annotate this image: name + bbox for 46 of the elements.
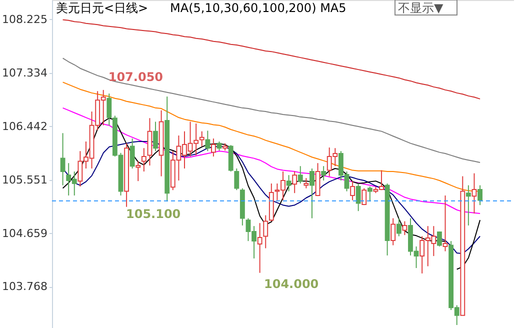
y-tick-label: 107.334 bbox=[2, 66, 48, 80]
candlestick bbox=[153, 121, 158, 152]
candlestick bbox=[257, 222, 262, 274]
line-series bbox=[62, 19, 481, 100]
candlestick bbox=[402, 220, 408, 236]
y-tick-label: 105.551 bbox=[2, 173, 48, 186]
candlestick bbox=[228, 144, 234, 172]
y-tick-label: 108.225 bbox=[2, 12, 48, 26]
candlestick bbox=[321, 166, 326, 181]
candlestick bbox=[466, 184, 471, 226]
candlestick bbox=[234, 168, 240, 191]
candlestick bbox=[298, 166, 303, 184]
annotation: 不显示▼ bbox=[398, 1, 444, 15]
candlestick bbox=[136, 160, 141, 182]
y-tick-label: 103.768 bbox=[2, 280, 48, 294]
annotation: 105.100 bbox=[126, 207, 181, 221]
candlestick bbox=[147, 118, 152, 166]
candlestick bbox=[350, 180, 355, 201]
candlestick bbox=[472, 172, 477, 214]
candlestick bbox=[286, 174, 292, 192]
candlestick bbox=[437, 230, 442, 247]
y-tick-label: 104.659 bbox=[2, 226, 48, 240]
candlestick bbox=[199, 130, 204, 147]
annotation: 107.050 bbox=[108, 70, 164, 84]
candlestick bbox=[390, 218, 396, 246]
candlestick bbox=[396, 218, 402, 237]
candlestick bbox=[310, 168, 314, 219]
chart-title: 美元日元<日线> bbox=[56, 1, 148, 15]
candlestick bbox=[263, 214, 268, 249]
candlestick bbox=[356, 182, 361, 212]
candlestick bbox=[367, 186, 372, 202]
candlestick bbox=[315, 162, 320, 197]
y-tick-label: 106.442 bbox=[2, 120, 48, 133]
candlestick bbox=[362, 188, 367, 206]
candlestick bbox=[304, 178, 309, 189]
chart-subtitle: MA(5,10,30,60,100,200) MA5 bbox=[170, 1, 346, 15]
candlestick bbox=[292, 170, 298, 194]
candlestick bbox=[130, 138, 135, 169]
candlestick bbox=[442, 194, 448, 252]
candlestick bbox=[60, 132, 66, 186]
candlestick bbox=[211, 138, 216, 158]
line-series bbox=[62, 58, 481, 163]
candlestick bbox=[205, 130, 210, 152]
candlestick bbox=[141, 148, 146, 172]
candlestick bbox=[478, 184, 482, 206]
annotation: 104.000 bbox=[264, 277, 319, 291]
